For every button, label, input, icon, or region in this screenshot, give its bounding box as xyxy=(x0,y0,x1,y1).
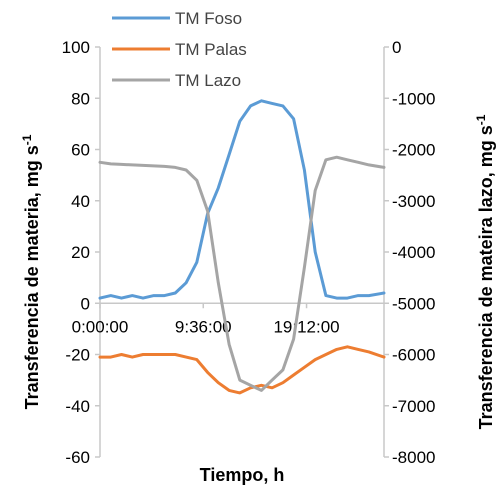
legend-label: TM Lazo xyxy=(175,71,241,90)
right-axis-title-text: Transferencia de mateira lazo, mg s xyxy=(476,125,496,429)
left-tick-label: 40 xyxy=(71,192,90,211)
series-line-tm-palas xyxy=(98,345,386,395)
left-axis-ticks: 100 80 60 40 20 0 -20 -40 -60 xyxy=(62,38,100,467)
right-axis-title-sup: -1 xyxy=(474,114,488,125)
series-line-tm-lazo xyxy=(98,155,386,392)
legend-label: TM Foso xyxy=(175,9,242,28)
right-tick-label: 0 xyxy=(392,38,401,57)
x-tick-label: 0:00:00 xyxy=(72,317,129,336)
right-tick-label: -2000 xyxy=(392,141,435,160)
legend-label: TM Palas xyxy=(175,40,247,59)
left-tick-label: 60 xyxy=(71,141,90,160)
left-tick-label: -20 xyxy=(65,346,90,365)
legend: TM Foso TM Palas TM Lazo xyxy=(112,9,247,90)
right-tick-label: -8000 xyxy=(392,448,435,467)
left-tick-label: 20 xyxy=(71,243,90,262)
left-tick-label: -60 xyxy=(65,448,90,467)
right-tick-label: -7000 xyxy=(392,397,435,416)
right-tick-label: -4000 xyxy=(392,243,435,262)
left-tick-label: 100 xyxy=(62,38,90,57)
left-tick-label: -40 xyxy=(65,397,90,416)
x-tick-label: 19:12:00 xyxy=(273,317,339,336)
right-tick-label: -6000 xyxy=(392,346,435,365)
x-axis-title: Tiempo, h xyxy=(200,465,285,485)
series-line-tm-foso xyxy=(98,99,386,300)
plot-area: 100 80 60 40 20 0 -20 -40 -60 0 -1000 -2000 -3000 -4… xyxy=(62,38,436,467)
series-lines xyxy=(98,99,386,395)
left-axis-title-text: Transferencia de materia, mg s xyxy=(22,145,42,409)
left-axis-title: Transferencia de materia, mg s-1 xyxy=(20,134,42,409)
left-tick-label: 0 xyxy=(81,294,90,313)
right-axis-ticks: 0 -1000 -2000 -3000 -4000 -5000 -6000 -7000 -800… xyxy=(384,38,435,467)
x-axis-ticks: 0:00:00 9:36:00 19:12:00 xyxy=(72,303,340,336)
left-tick-label: 80 xyxy=(71,89,90,108)
left-axis-title-sup: -1 xyxy=(20,134,34,145)
right-axis-title: Transferencia de mateira lazo, mg s-1 xyxy=(474,114,496,429)
right-tick-label: -5000 xyxy=(392,294,435,313)
right-tick-label: -3000 xyxy=(392,192,435,211)
right-tick-label: -1000 xyxy=(392,89,435,108)
x-tick-label: 9:36:00 xyxy=(175,317,232,336)
